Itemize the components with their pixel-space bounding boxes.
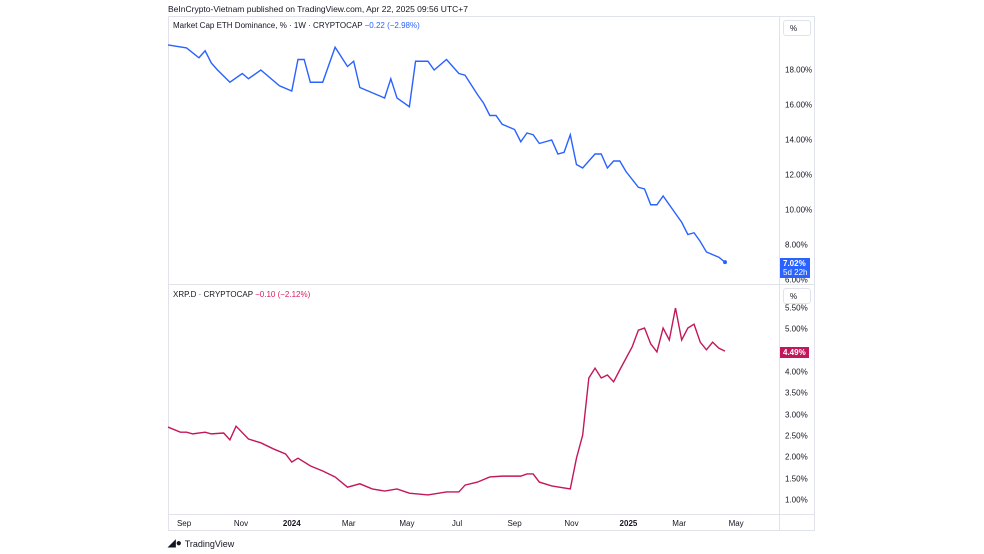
tradingview-logo[interactable]: ◢● TradingView [168,538,234,549]
eth-legend[interactable]: Market Cap ETH Dominance, % · 1W · CRYPT… [173,21,420,30]
xrp-y-tick: 5.00% [785,324,808,334]
x-tick-label: May [399,519,415,528]
xrp-legend[interactable]: XRP.D · CRYPTOCAP −0.10 (−2.12%) [173,290,310,299]
pane-divider[interactable] [168,284,815,285]
bar-countdown: 5d 22h [783,268,808,277]
eth-series-line[interactable] [167,44,726,263]
eth-y-tick: 16.00% [785,100,813,110]
x-tick-label: Sep [507,519,522,528]
xrp-y-tick: 1.00% [785,495,808,505]
xrp-title: XRP.D · CRYPTOCAP [173,290,253,299]
eth-last-value: 7.02% [783,259,806,268]
eth-y-tick: 12.00% [785,170,813,180]
tv-logo-icon: ◢● [168,538,182,549]
tv-logo-text: TradingView [184,538,235,549]
xrp-y-tick: 3.50% [785,388,808,398]
eth-y-tick: 10.00% [785,205,813,215]
x-tick-label: Nov [233,519,249,528]
x-tick-label: Sep [176,519,192,528]
eth-change: −0.22 (−2.98%) [364,21,420,30]
eth-y-tick: 14.00% [785,135,813,145]
eth-y-tick: 8.00% [785,240,808,250]
chart-frame [168,16,815,531]
xrp-series-line[interactable] [167,307,726,496]
eth-y-tick: 18.00% [785,65,813,75]
xrp-change: −0.10 (−2.12%) [255,290,311,299]
x-tick-label: Mar [341,519,356,528]
x-tick-label: 2025 [619,519,638,528]
xrp-y-tick: 3.00% [785,410,808,420]
eth-last-value-badge: 7.02% 5d 22h [780,258,811,278]
xrp-y-tick: 5.50% [785,303,808,313]
x-tick-label: Jul [451,519,463,528]
eth-last-point [723,260,727,265]
x-tick-label: May [728,519,744,528]
eth-title: Market Cap ETH Dominance, % · 1W · CRYPT… [173,21,363,30]
xrp-y-tick: 4.00% [785,367,808,377]
time-axis-divider [168,514,815,515]
x-tick-label: Mar [672,519,687,528]
publish-header: BeInCrypto-Vietnam published on TradingV… [168,4,468,14]
eth-percent-toggle[interactable]: % [783,20,811,36]
price-axis-divider [779,16,780,531]
xrp-percent-toggle[interactable]: % [783,288,811,304]
xrp-last-value-badge: 4.49% [780,347,809,358]
xrp-y-tick: 2.50% [785,431,808,441]
x-tick-label: Nov [564,519,579,528]
eth-y-tick: 6.00% [785,275,808,285]
xrp-y-tick: 1.50% [785,474,808,484]
xrp-y-tick: 2.00% [785,452,808,462]
xrp-last-value: 4.49% [783,348,806,357]
x-tick-label: 2024 [282,519,301,528]
